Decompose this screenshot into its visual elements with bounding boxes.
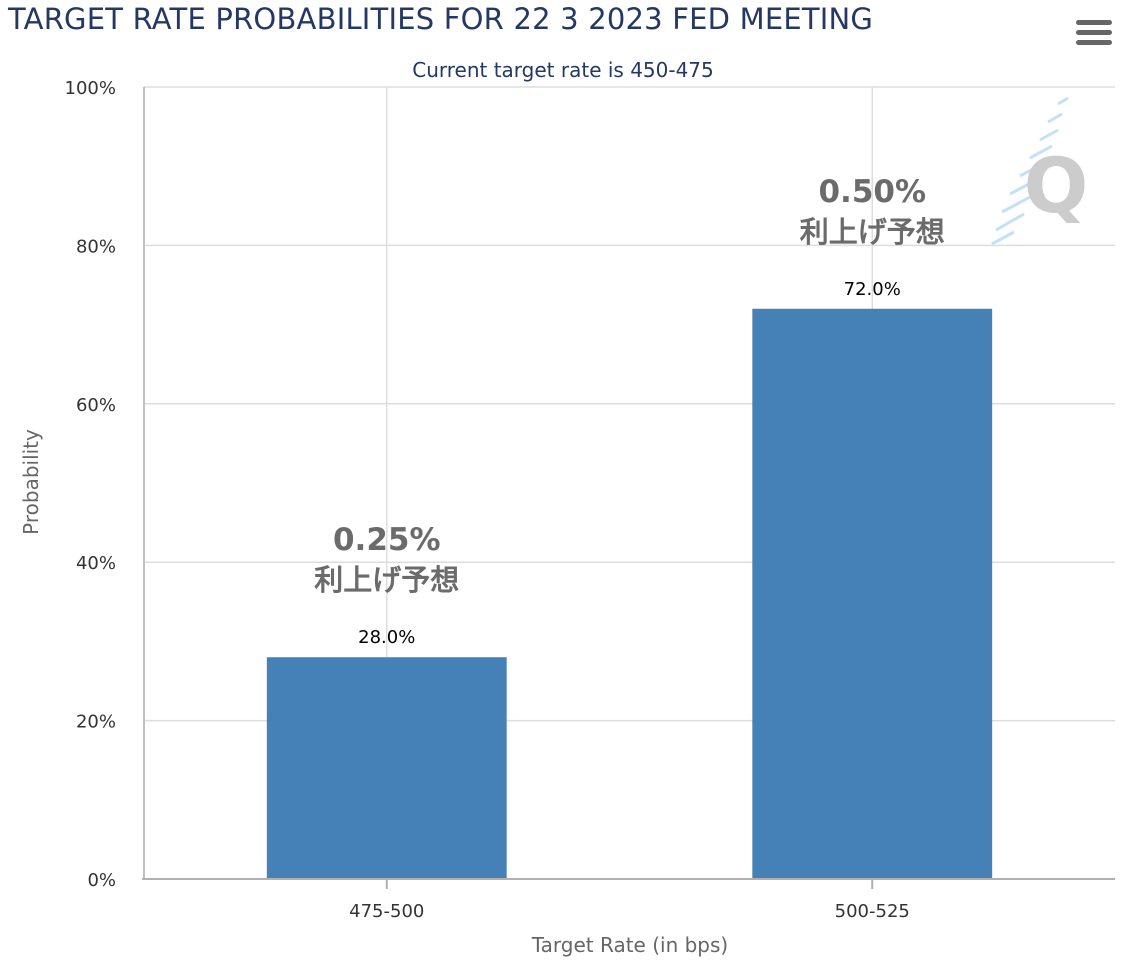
y-tick-label: 40% [76, 553, 116, 574]
svg-text:Q: Q [1024, 141, 1089, 230]
bar[interactable] [752, 308, 993, 879]
y-tick-label: 20% [76, 712, 116, 733]
chart-title: TARGET RATE PROBABILITIES FOR 22 3 2023 … [8, 2, 874, 36]
annotation-rate: 0.50% [818, 174, 926, 210]
chart-bars [266, 308, 993, 879]
x-tick-label: 475-500 [349, 901, 424, 922]
y-tick-label: 60% [76, 395, 116, 416]
bar[interactable] [266, 657, 507, 879]
chart-axes [142, 87, 1115, 889]
chart-subtitle: Current target rate is 450-475 [412, 58, 714, 82]
x-axis-title: Target Rate (in bps) [531, 933, 728, 957]
y-tick-label: 100% [65, 78, 116, 99]
y-tick-label: 80% [76, 236, 116, 257]
x-tick-labels: 475-500 500-525 [349, 901, 910, 922]
data-labels: 28.0% 72.0% [358, 279, 901, 648]
annotation-rate: 0.25% [333, 522, 441, 558]
annotation-text: 利上げ予想 [800, 215, 945, 249]
data-label: 28.0% [358, 627, 415, 648]
x-tick-label: 500-525 [835, 901, 910, 922]
y-tick-label: 0% [87, 870, 116, 891]
annotation-text: 利上げ予想 [314, 563, 459, 597]
q-logo-watermark: Q [991, 96, 1089, 246]
y-axis-title: Probability [19, 429, 43, 535]
y-tick-labels: 0% 20% 40% 60% 80% 100% [65, 78, 116, 891]
annotations: 0.25% 利上げ予想 0.50% 利上げ予想 [314, 174, 945, 597]
hamburger-icon[interactable] [1076, 20, 1112, 46]
data-label: 72.0% [844, 279, 901, 300]
